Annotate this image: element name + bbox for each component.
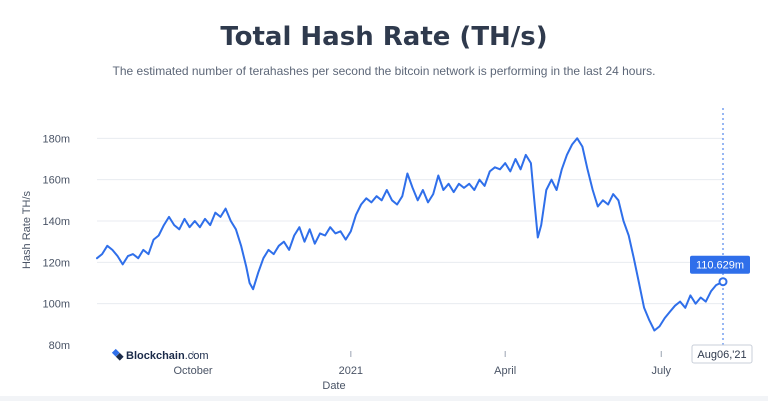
blockchain-logo-icon: [111, 348, 124, 361]
y-tick-label: 160m: [42, 175, 70, 187]
value-badge: 110.629m: [690, 255, 750, 274]
x-axis-ticks: October 2021 April July: [173, 351, 672, 377]
y-tick-label: 180m: [42, 133, 70, 145]
watermark: Blockchain.com: [111, 348, 209, 362]
date-box-text: Aug06,'21: [697, 349, 746, 361]
y-tick-label: 100m: [42, 299, 70, 311]
bottom-bar: [0, 396, 768, 401]
value-badge-text: 110.629m: [696, 260, 744, 272]
chart-title: Total Hash Rate (TH/s): [220, 22, 548, 52]
cursor-point: [718, 277, 728, 287]
x-tick-label: April: [494, 365, 516, 377]
y-axis-ticks: 180m 160m 140m 120m 100m 80m: [42, 133, 70, 352]
y-tick-label: 80m: [49, 340, 70, 352]
x-tick-label: October: [173, 365, 212, 377]
series-line: [96, 137, 724, 332]
x-tick-label: 2021: [339, 365, 363, 377]
y-tick-label: 120m: [42, 257, 70, 269]
x-tick-label: July: [651, 365, 671, 377]
y-tick-label: 140m: [42, 216, 70, 228]
watermark-text: Blockchain.com: [126, 350, 209, 362]
x-axis-title: Date: [322, 380, 345, 392]
chart-subtitle: The estimated number of terahashes per s…: [112, 64, 656, 78]
date-box: Aug06,'21: [691, 344, 753, 364]
grid-lines: [97, 137, 723, 305]
y-axis-title: Hash Rate TH/s: [21, 190, 33, 269]
